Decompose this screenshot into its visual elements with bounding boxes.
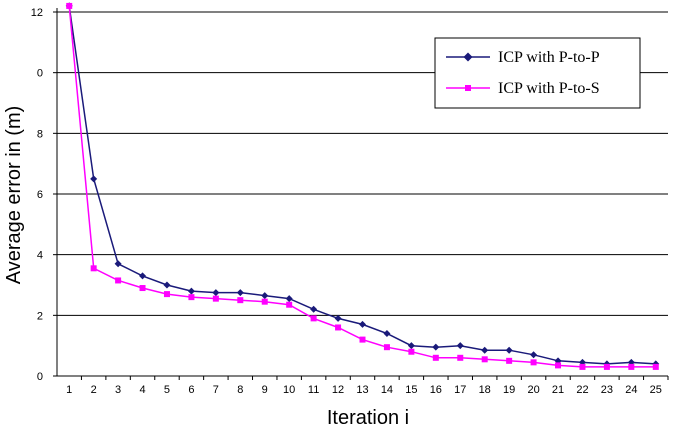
x-tick-label: 1 [66, 384, 72, 396]
data-point-1 [481, 346, 489, 354]
legend-label-p2p: ICP with P-to-P [498, 49, 600, 66]
data-point-2 [359, 336, 366, 343]
x-tick-label: 10 [283, 384, 295, 396]
data-point-2 [115, 277, 122, 284]
y-tick-label: 2 [37, 310, 43, 322]
x-tick-label: 7 [213, 384, 219, 396]
x-tick-label: 12 [332, 384, 344, 396]
gridlines [57, 11, 668, 316]
y-tick-label: 6 [37, 189, 43, 201]
data-point-2 [212, 295, 219, 302]
legend: ICP with P-to-P ICP with P-to-S [434, 37, 641, 109]
data-point-2 [163, 291, 170, 298]
data-point-2 [432, 354, 439, 361]
data-point-2 [383, 344, 390, 351]
y-tick-label: 4 [37, 250, 43, 262]
x-tick-label: 17 [454, 384, 466, 396]
data-point-2 [408, 348, 415, 355]
x-tick-label: 8 [237, 384, 243, 396]
x-tick-label: 22 [576, 384, 588, 396]
x-tick-label: 25 [650, 384, 662, 396]
series-group [65, 2, 660, 370]
x-tick-label: 6 [188, 384, 194, 396]
data-point-2 [90, 265, 97, 272]
data-point-2 [237, 297, 244, 304]
data-point-2 [579, 363, 586, 370]
data-point-2 [261, 298, 268, 305]
data-point-1 [90, 175, 98, 183]
data-point-2 [335, 324, 342, 331]
x-tick-label: 18 [479, 384, 491, 396]
data-point-1 [285, 295, 293, 303]
data-point-2 [628, 363, 635, 370]
y-axis-ticks: 0 2 4 6 8 0 12 [31, 7, 57, 383]
x-tick-label: 19 [503, 384, 515, 396]
x-tick-label: 13 [356, 384, 368, 396]
data-point-2 [652, 363, 659, 370]
x-tick-label: 2 [91, 384, 97, 396]
data-point-2 [188, 294, 195, 301]
data-point-2 [603, 363, 610, 370]
y-tick-label: 0 [37, 371, 43, 383]
x-tick-label: 16 [430, 384, 442, 396]
legend-marker-p2p [463, 52, 473, 62]
data-point-2 [310, 315, 317, 322]
y-axis-title: Average error in (m) [3, 106, 25, 285]
data-point-1 [261, 292, 269, 300]
data-point-1 [187, 287, 195, 295]
data-point-2 [286, 301, 293, 308]
x-tick-label: 14 [381, 384, 393, 396]
legend-marker-p2s [465, 85, 471, 91]
data-point-2 [66, 2, 73, 9]
data-point-2 [139, 285, 146, 292]
x-axis-ticks: 1 2 3 4 5 6 7 8 9 10 11 12 13 14 15 16 17 18 19 20 21 22 23 24 2… [66, 376, 669, 396]
data-point-1 [236, 289, 244, 297]
data-point-2 [506, 357, 513, 364]
x-tick-label: 4 [139, 384, 145, 396]
data-point-1 [114, 260, 122, 268]
y-tick-label: 8 [37, 128, 43, 140]
x-axis-title: Iteration i [327, 407, 409, 429]
data-point-1 [139, 272, 147, 280]
data-point-1 [407, 342, 415, 350]
x-tick-label: 11 [308, 384, 319, 396]
x-tick-label: 5 [164, 384, 170, 396]
data-point-1 [432, 343, 440, 351]
data-point-1 [212, 289, 220, 297]
x-tick-label: 9 [262, 384, 268, 396]
data-point-1 [383, 330, 391, 338]
legend-label-p2s: ICP with P-to-S [498, 80, 600, 97]
data-point-2 [555, 362, 562, 369]
legend-box [434, 37, 641, 109]
x-tick-label: 20 [527, 384, 539, 396]
data-point-1 [530, 351, 538, 359]
x-tick-label: 21 [552, 384, 564, 396]
data-point-1 [334, 314, 342, 322]
data-point-1 [163, 281, 171, 289]
y-tick-label: 0 [37, 68, 43, 80]
data-point-1 [359, 320, 366, 328]
data-point-1 [310, 305, 318, 313]
data-point-2 [457, 354, 464, 361]
x-tick-label: 24 [625, 384, 637, 396]
y-tick-label: 12 [31, 7, 43, 19]
x-tick-label: 23 [601, 384, 613, 396]
x-tick-label: 15 [405, 384, 417, 396]
data-point-2 [481, 356, 488, 363]
x-tick-label: 3 [115, 384, 121, 396]
data-point-1 [505, 346, 513, 354]
data-point-1 [456, 342, 464, 350]
data-point-2 [530, 359, 537, 366]
